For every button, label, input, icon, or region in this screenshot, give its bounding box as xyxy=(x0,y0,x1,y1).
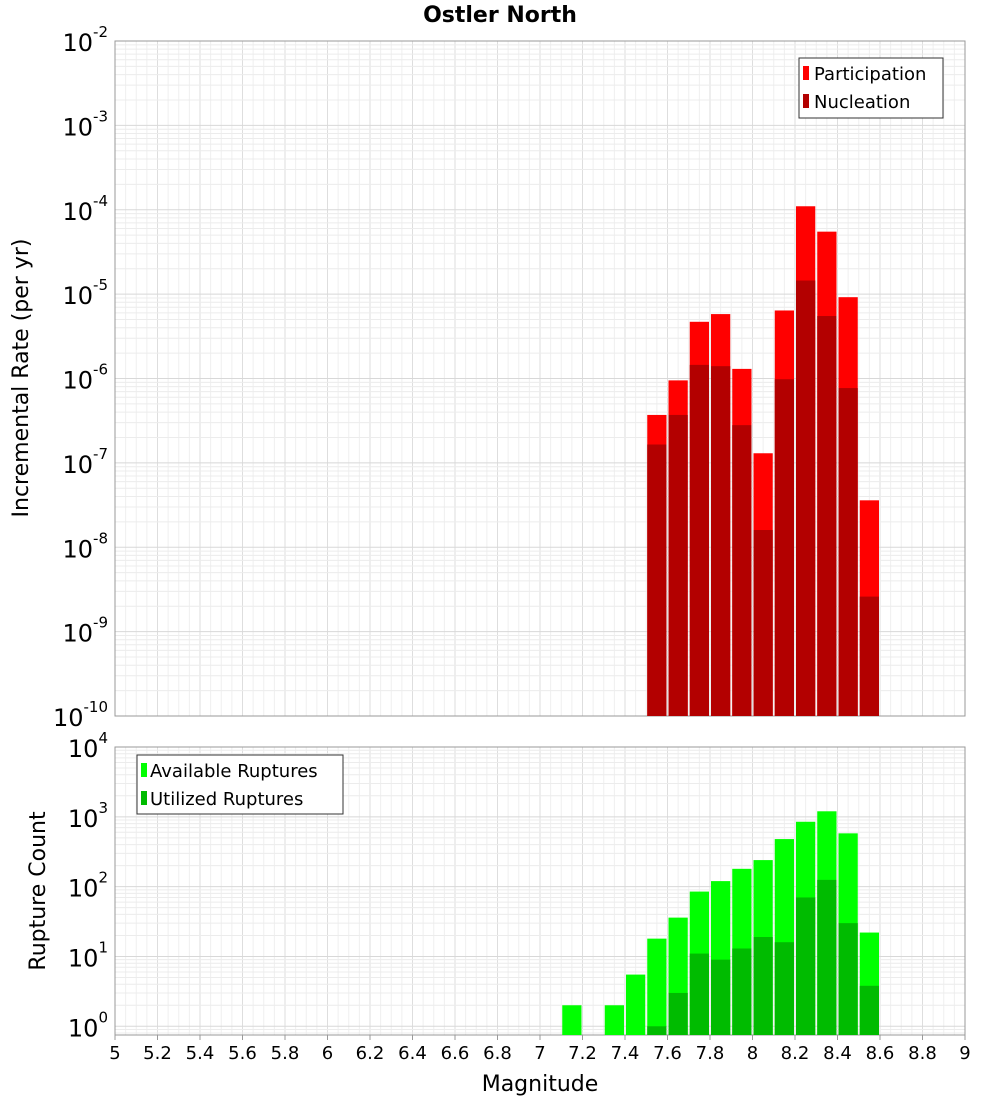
top-y-tick-label: 10-7 xyxy=(62,445,108,479)
bottom-y-ticks: 104 103 102 101 100 xyxy=(68,729,108,1042)
legend-swatch-utilized xyxy=(141,791,147,805)
x-tick-label: 7.4 xyxy=(611,1043,640,1064)
bottom-y-tick-label: 100 xyxy=(68,1008,108,1042)
x-tick-label: 8.4 xyxy=(823,1043,852,1064)
x-tick-label: 6.8 xyxy=(483,1043,512,1064)
top-bar-nucleation xyxy=(647,444,667,716)
bottom-legend: Available Ruptures Utilized Ruptures xyxy=(136,754,344,815)
bottom-bar-available-ruptures xyxy=(604,1005,624,1035)
bottom-bar-utilized-ruptures xyxy=(753,936,773,1035)
chart-title: Ostler North xyxy=(423,3,577,28)
top-y-tick-label: 10-5 xyxy=(62,276,108,310)
top-bar-nucleation xyxy=(796,280,816,716)
legend-label-utilized: Utilized Ruptures xyxy=(150,789,303,810)
bottom-bar-available-ruptures xyxy=(562,1005,582,1035)
top-legend: Participation Nucleation xyxy=(798,57,944,119)
top-y-tick-label: 10-4 xyxy=(62,192,108,226)
top-y-axis-label: Incremental Rate (per yr) xyxy=(9,239,34,518)
top-y-tick-label: 10-9 xyxy=(62,614,108,648)
bottom-bar-utilized-ruptures xyxy=(796,897,816,1035)
top-bar-nucleation xyxy=(774,379,794,716)
top-y-tick-label: 10-10 xyxy=(53,698,108,732)
top-bars-group xyxy=(647,206,879,716)
top-y-tick-label: 10-8 xyxy=(62,529,108,563)
x-tick-label: 7 xyxy=(534,1043,545,1064)
x-tick-label: 6.6 xyxy=(441,1043,470,1064)
x-tick-label: 5.2 xyxy=(143,1043,172,1064)
x-tick-label: 9 xyxy=(959,1043,970,1064)
bottom-bar-available-ruptures xyxy=(626,974,646,1035)
bottom-bar-utilized-ruptures xyxy=(711,959,731,1035)
bottom-bar-utilized-ruptures xyxy=(732,948,752,1035)
bottom-bar-utilized-ruptures xyxy=(774,942,794,1035)
bottom-bar-utilized-ruptures xyxy=(689,953,709,1035)
x-tick-label: 5.6 xyxy=(228,1043,257,1064)
x-tick-label: 5.8 xyxy=(271,1043,300,1064)
x-tick-label: 8.8 xyxy=(908,1043,937,1064)
bottom-bar-utilized-ruptures xyxy=(817,879,837,1035)
bottom-bar-available-ruptures xyxy=(647,938,667,1035)
bottom-bar-utilized-ruptures xyxy=(647,1026,667,1035)
bottom-bars-group xyxy=(562,811,879,1035)
x-tick-label: 8.6 xyxy=(866,1043,895,1064)
bottom-y-axis-label: Rupture Count xyxy=(26,811,51,971)
top-plot-grid xyxy=(114,40,966,717)
top-legend-box xyxy=(798,57,944,119)
x-tick-label: 5 xyxy=(109,1043,120,1064)
top-y-tick-label: 10-3 xyxy=(62,107,108,141)
x-axis-label: Magnitude xyxy=(482,1072,599,1097)
x-tick-label: 6.2 xyxy=(356,1043,385,1064)
bottom-bar-utilized-ruptures xyxy=(838,923,858,1035)
x-tick-label: 6 xyxy=(322,1043,333,1064)
legend-label-participation: Participation xyxy=(814,64,926,85)
bottom-y-tick-label: 101 xyxy=(68,938,108,972)
top-bar-nucleation xyxy=(859,596,879,716)
x-tick-label: 8.2 xyxy=(781,1043,810,1064)
top-bar-nucleation xyxy=(838,388,858,716)
bottom-bar-utilized-ruptures xyxy=(859,985,879,1035)
top-plot-frame xyxy=(114,40,966,717)
bottom-y-tick-label: 104 xyxy=(68,729,108,763)
legend-swatch-participation xyxy=(803,66,809,80)
legend-swatch-nucleation xyxy=(803,94,809,108)
bottom-legend-box xyxy=(136,754,344,815)
top-bar-nucleation xyxy=(753,530,773,716)
top-bar-nucleation xyxy=(668,414,688,716)
bottom-y-tick-label: 102 xyxy=(68,869,108,903)
x-tick-label: 8 xyxy=(747,1043,758,1064)
top-bar-nucleation xyxy=(817,316,837,716)
legend-label-available: Available Ruptures xyxy=(150,761,318,782)
bottom-x-ticks: 5 5.2 5.4 5.6 5.8 6 6.2 6.4 6.6 6.8 7 7.2 7.4 7.6 7.8 8… xyxy=(109,1035,971,1064)
top-bar-nucleation xyxy=(732,425,752,716)
bottom-bar-utilized-ruptures xyxy=(668,992,688,1035)
top-bar-nucleation xyxy=(689,364,709,716)
x-tick-label: 6.4 xyxy=(398,1043,427,1064)
bottom-y-tick-label: 103 xyxy=(68,799,108,833)
legend-label-nucleation: Nucleation xyxy=(814,92,910,113)
top-y-tick-label: 10-2 xyxy=(62,23,108,57)
top-y-tick-label: 10-6 xyxy=(62,361,108,395)
x-tick-label: 7.6 xyxy=(653,1043,682,1064)
x-tick-label: 5.4 xyxy=(186,1043,215,1064)
top-y-ticks: 10-2 10-3 10-4 10-5 10-6 10-7 10-8 10-9 10-10 xyxy=(53,23,108,732)
legend-swatch-available xyxy=(141,763,147,777)
x-tick-label: 7.8 xyxy=(696,1043,725,1064)
top-bar-nucleation xyxy=(711,366,731,716)
x-tick-label: 7.2 xyxy=(568,1043,597,1064)
